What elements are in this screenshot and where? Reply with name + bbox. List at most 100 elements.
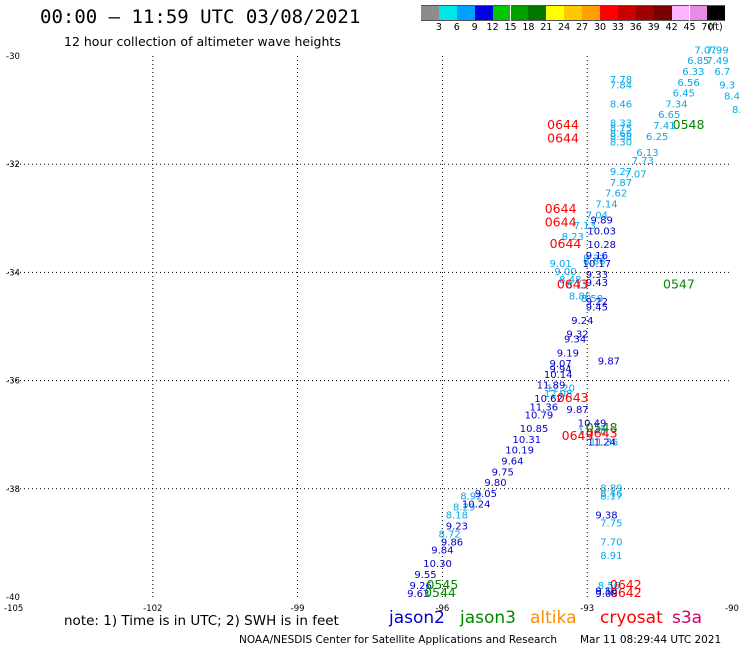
colorbar-swatch (564, 5, 583, 21)
colorbar-swatch (653, 5, 672, 21)
colorbar-tick: 45 (683, 22, 696, 33)
data-point-s3a: 8.23 (562, 232, 584, 243)
data-point-jason2: 9.84 (431, 546, 453, 557)
data-point-jason2: 9.87 (598, 356, 620, 367)
data-point-s3a: 8.72 (439, 529, 461, 540)
data-point-jason2: 10.19 (505, 446, 534, 457)
colorbar-tick: 21 (540, 22, 553, 33)
legend-altika: altika (530, 608, 577, 628)
data-point-s3a: 7.13 (574, 221, 596, 232)
data-point-s3a: 6.65 (658, 110, 680, 121)
colorbar-tick: 33 (611, 22, 624, 33)
colorbar-tick: 30 (593, 22, 607, 33)
data-point-s3a: 6.85 (687, 56, 709, 67)
data-point-jason2: 10.62 (534, 394, 563, 405)
y-tick-label: -30 (6, 52, 20, 62)
colorbar-tick: 6 (453, 22, 460, 33)
data-point-s3a: 6.45 (673, 89, 695, 100)
data-point-jason2: 9.22 (586, 297, 608, 308)
data-point-jason3: 0548 (586, 420, 618, 435)
data-point-cryosat: 0643 (557, 277, 589, 292)
colorbar-swatch (689, 5, 708, 21)
data-point-cryosat: 0644 (545, 214, 577, 229)
x-tick-label: -102 (143, 604, 162, 614)
data-point-cryosat: 0644 (547, 131, 579, 146)
data-point-jason2: 9.05 (475, 489, 497, 500)
data-point-jason2: 10.31 (513, 435, 542, 446)
data-point-jason2: 9.94 (550, 364, 572, 375)
data-point-jason2: 9.89 (591, 216, 613, 227)
colorbar-swatch (510, 5, 529, 21)
data-point-s3a: 6.33 (682, 67, 704, 78)
data-point-jason2: 9.19 (557, 348, 579, 359)
colorbar-swatch (671, 5, 690, 21)
data-point-s3a: 12.08 (544, 389, 573, 400)
data-point-jason2: 10.17 (583, 259, 612, 270)
data-point-s3a: 6.7 (714, 67, 730, 78)
data-point-s3a: 9.3 (719, 80, 735, 91)
x-tick-label: -96 (435, 604, 449, 614)
colorbar-swatch (546, 5, 565, 21)
colorbar-tick: 24 (558, 22, 571, 33)
data-point-jason2: 10.03 (587, 227, 616, 238)
data-point-s3a: 8.66 (610, 129, 632, 140)
y-tick-label: -40 (6, 593, 20, 603)
y-tick-label: -34 (6, 268, 20, 278)
data-point-s3a: 8.33 (610, 118, 632, 129)
data-point-s3a: 12.20 (546, 383, 575, 394)
data-point-s3a: 8.4 (724, 91, 740, 102)
data-point-jason2: 9.24 (571, 316, 593, 327)
legend-s3a: s3a (672, 608, 703, 628)
legend-jason3: jason3 (460, 608, 516, 628)
colorbar-swatch (474, 5, 493, 21)
data-point-s3a: 8.29 (453, 502, 475, 513)
data-point-s3a: 7.49 (706, 56, 728, 67)
map-title: 00:00 – 11:59 UTC 03/08/2021 (40, 6, 361, 28)
colorbar-swatch (421, 5, 439, 21)
data-point-jason2: 9.38 (595, 511, 617, 522)
data-point-jason2: 9.07 (550, 359, 572, 370)
data-point-cryosat: 0643 (586, 425, 618, 440)
data-point-s3a: 8.56 (598, 581, 620, 592)
data-point-s3a: 7.73 (632, 156, 654, 167)
data-point-s3a: 8.75 (610, 124, 632, 135)
data-point-cryosat: 0644 (547, 117, 579, 132)
colorbar-swatch (582, 5, 600, 21)
data-point-s3a: 8. (732, 105, 740, 116)
data-point-jason2: 10.79 (525, 410, 554, 421)
data-point-s3a: 7.75 (600, 519, 622, 530)
data-point-jason2: 10.14 (544, 370, 573, 381)
data-point-jason2: 10.28 (587, 240, 616, 251)
data-point-s3a: 7.62 (605, 189, 627, 200)
x-tick-label: -90 (725, 604, 739, 614)
data-point-jason2: 9.16 (595, 586, 617, 597)
data-point-s3a: 8.58 (581, 294, 603, 305)
data-point-jason2: 9.23 (446, 521, 468, 532)
colorbar-tick: 70 (701, 22, 714, 33)
data-point-s3a: 8.58 (595, 586, 617, 597)
data-point-jason2: 9.26 (410, 581, 432, 592)
data-point-jason2: 9.08 (595, 589, 617, 600)
y-tick-label: -32 (6, 160, 20, 170)
data-point-jason2: 9.33 (586, 270, 608, 281)
x-tick-label: -99 (291, 604, 305, 614)
legend-cryosat: cryosat (600, 608, 663, 628)
data-point-cryosat: 0643 (562, 428, 594, 443)
data-point-jason3: 0547 (663, 277, 695, 292)
generation-timestamp: Mar 11 08:29:44 UTC 2021 (580, 634, 722, 646)
data-point-jason2: 9.16 (586, 251, 608, 262)
data-point-jason2: 9.43 (586, 278, 608, 289)
colorbar-swatch (617, 5, 636, 21)
colorbar-tick: 15 (504, 22, 517, 33)
data-point-s3a: 7.70 (600, 538, 622, 549)
data-point-s3a: 7.41 (653, 121, 675, 132)
colorbar-swatch (600, 5, 618, 21)
data-point-s3a: 8.58 (610, 132, 632, 143)
data-point-s3a: 8.18 (446, 511, 468, 522)
credit-line: NOAA/NESDIS Center for Satellite Applica… (239, 634, 557, 646)
map-subtitle: 12 hour collection of altimeter wave hei… (64, 34, 341, 49)
data-point-s3a: 11.36 (590, 438, 619, 449)
data-point-s3a: 8.86 (569, 291, 591, 302)
data-point-jason2: 9.55 (414, 570, 436, 581)
